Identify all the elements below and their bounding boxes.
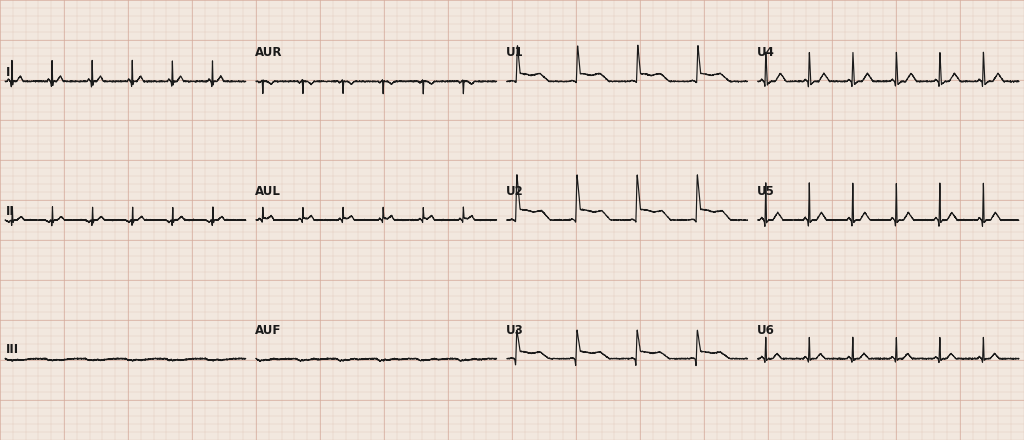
Text: II: II [6,205,15,218]
Text: III: III [6,343,19,356]
Text: U3: U3 [506,323,523,337]
Text: AUL: AUL [255,185,281,198]
Text: I: I [6,66,10,79]
Text: AUF: AUF [255,323,282,337]
Text: U1: U1 [506,46,523,59]
Text: U2: U2 [506,185,523,198]
Text: U5: U5 [757,185,774,198]
Text: U4: U4 [757,46,774,59]
Text: U6: U6 [757,323,774,337]
Text: AUR: AUR [255,46,283,59]
